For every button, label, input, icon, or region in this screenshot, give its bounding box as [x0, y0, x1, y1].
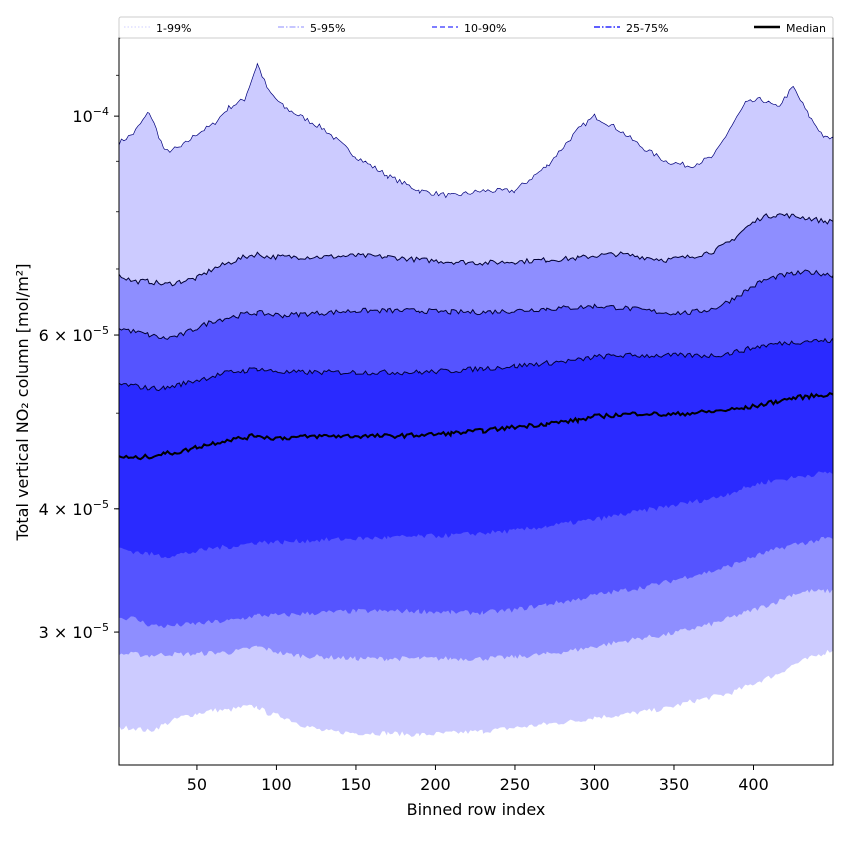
- legend-label-Median: Median: [786, 22, 826, 35]
- band-upper-edge-25-75%: [119, 337, 833, 392]
- band-25-75%: [119, 338, 833, 559]
- x-tick-label-300: 300: [579, 775, 610, 794]
- median-layer: [119, 392, 833, 461]
- band-upper-edge-10-90%: [119, 269, 833, 340]
- legend: 1-99% 5-95% 10-90% 25-75% Median: [118, 16, 834, 39]
- x-tick-label-100: 100: [261, 775, 292, 794]
- x-tick-label-200: 200: [420, 775, 451, 794]
- legend-box: [118, 16, 834, 39]
- x-tick-label-350: 350: [659, 775, 690, 794]
- x-axis-label: Binned row index: [407, 800, 546, 819]
- legend-label-1-99%: 1-99%: [156, 22, 191, 35]
- y-tick-label-0.00003: 3 × 10−5: [39, 621, 109, 642]
- legend-label-10-90%: 10-90%: [464, 22, 506, 35]
- band-upper-edge-5-95%: [119, 212, 833, 287]
- y-tick-label-0.00006: 6 × 10−5: [39, 324, 109, 345]
- x-tick-label-150: 150: [341, 775, 372, 794]
- y-axis: 10−4 6 × 10−5 4 × 10−5 3 × 10−5: [39, 74, 119, 642]
- x-tick-label-50: 50: [187, 775, 207, 794]
- band-upper-edge-1-99%: [119, 62, 833, 199]
- x-axis: 50 100 150 200 250 300 350 400: [187, 765, 769, 794]
- x-tick-label-400: 400: [738, 775, 769, 794]
- x-tick-label-250: 250: [500, 775, 531, 794]
- y-tick-label-0.00004: 4 × 10−5: [39, 498, 109, 519]
- y-axis-label: Total vertical NO₂ column [mol/m²]: [13, 264, 32, 542]
- percentile-bands: [119, 62, 833, 737]
- legend-label-25-75%: 25-75%: [626, 22, 668, 35]
- y-tick-label-0.0001: 10−4: [72, 105, 109, 126]
- median-line: [119, 392, 833, 461]
- legend-label-5-95%: 5-95%: [310, 22, 345, 35]
